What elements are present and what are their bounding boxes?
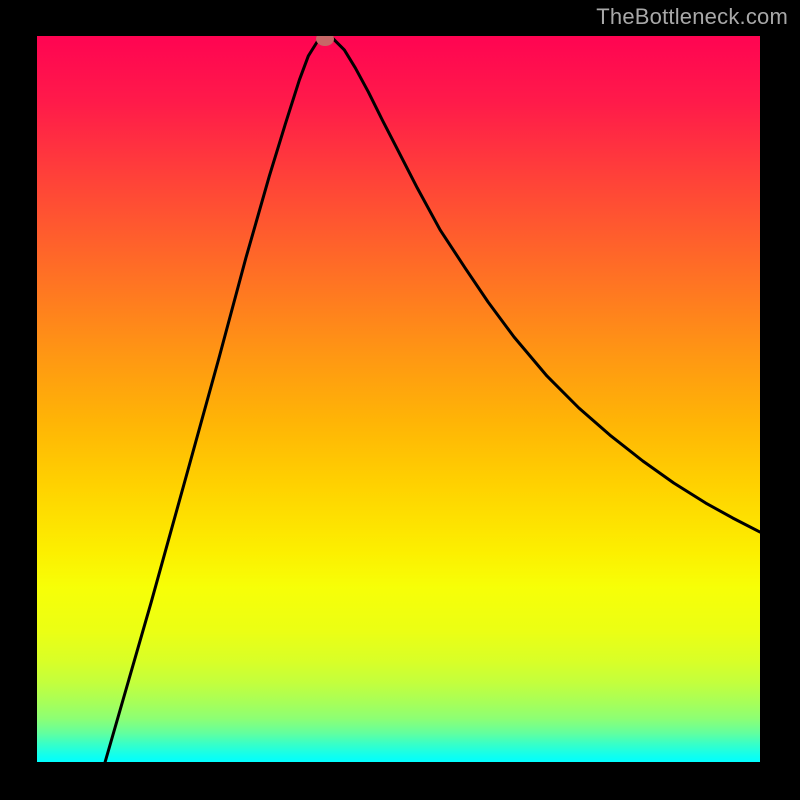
curve-path	[105, 36, 760, 762]
watermark: TheBottleneck.com	[596, 4, 788, 30]
chart-plot-area	[37, 36, 760, 762]
chart-curve	[37, 36, 760, 762]
